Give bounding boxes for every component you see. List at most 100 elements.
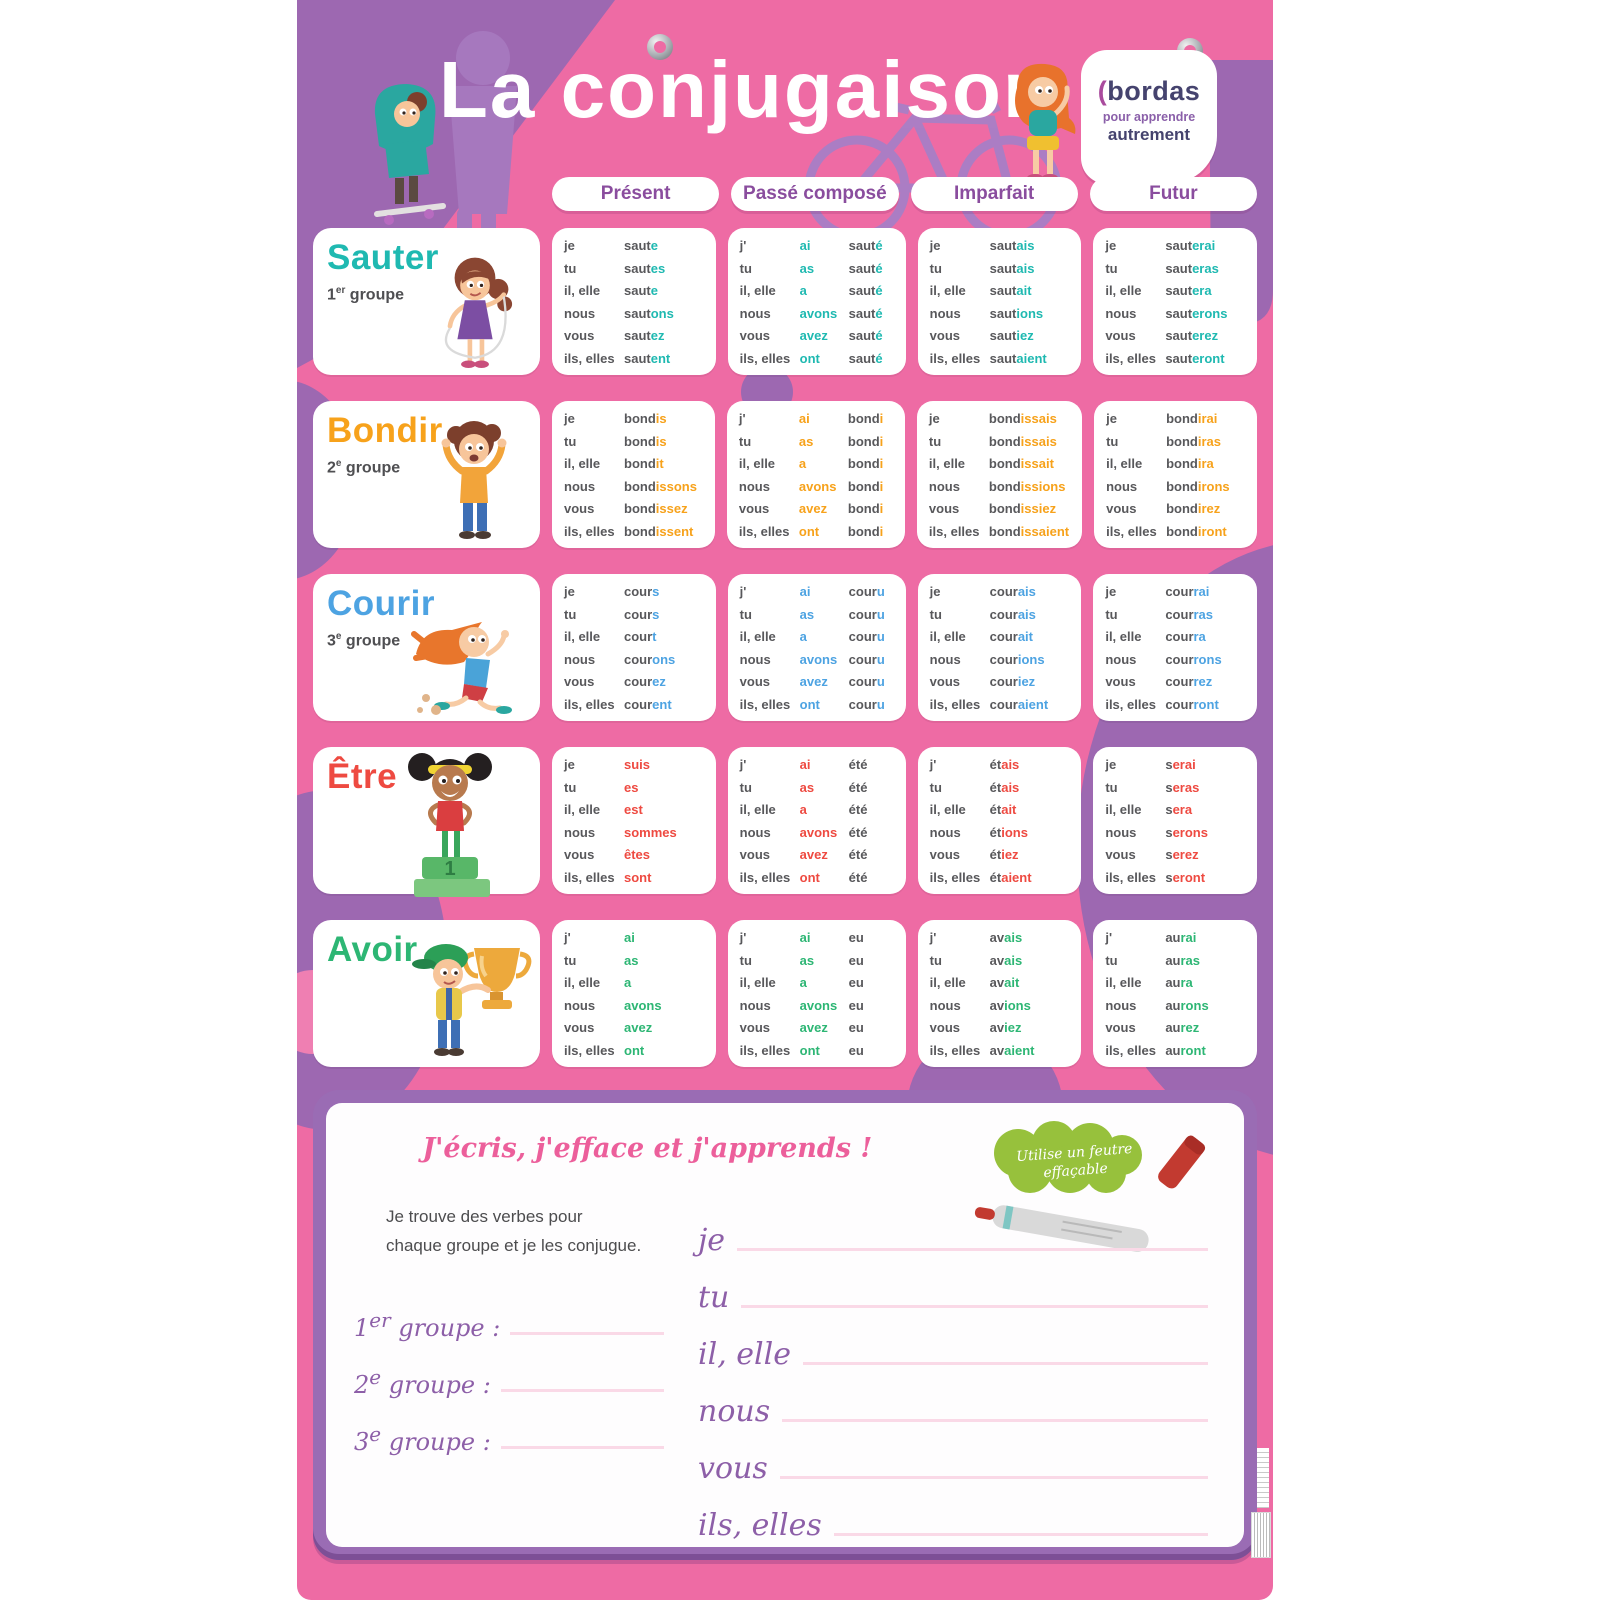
pronoun: il, elle bbox=[1105, 802, 1142, 818]
verb-label-card: Être 1 bbox=[313, 747, 540, 897]
conjugation-line: vous couriez bbox=[930, 675, 1074, 688]
pronoun: tu bbox=[739, 779, 752, 795]
character-sauter-girl bbox=[420, 252, 530, 385]
conjugation-line: ils, elles ont été bbox=[740, 871, 898, 884]
verb-word: sera bbox=[1165, 802, 1193, 818]
verb-word: sautions bbox=[989, 305, 1044, 321]
conjugation-line: tu as bondi bbox=[739, 435, 897, 448]
verb-word: couraient bbox=[989, 696, 1049, 712]
write-line bbox=[500, 1389, 664, 1392]
tense-pill: Présent bbox=[552, 177, 720, 211]
pronoun-cursive: il, elle bbox=[698, 1337, 791, 1372]
verb-word: avons bbox=[798, 478, 837, 494]
verb-word: courais bbox=[989, 584, 1036, 599]
activity-whiteboard: J'écris, j'efface et j'apprends ! bbox=[326, 1103, 1244, 1547]
verb-word: courions bbox=[989, 651, 1045, 667]
verb-word: as bbox=[799, 260, 815, 276]
conjugation-cell: j' avais tu avais il, elle avait nous avions vou… bbox=[917, 920, 1082, 1067]
tense-pill: Imparfait bbox=[910, 177, 1078, 211]
character-bondir-boy bbox=[422, 417, 526, 552]
pronoun: nous bbox=[739, 651, 771, 667]
pronoun: tu bbox=[1105, 260, 1118, 276]
verb-word: a bbox=[624, 975, 632, 991]
verb-word: bondiras bbox=[1166, 433, 1221, 449]
conjugation-line: ils, elles ont bbox=[564, 1044, 708, 1057]
tense-pill: Passé composé bbox=[731, 177, 899, 211]
pronoun: je bbox=[564, 238, 575, 253]
pronoun: vous bbox=[1105, 1020, 1136, 1036]
activity-title: J'écris, j'efface et j'apprends ! bbox=[422, 1133, 873, 1164]
verb-word: bondiront bbox=[1166, 523, 1227, 539]
pronoun: je bbox=[1105, 584, 1117, 599]
pronoun: vous bbox=[739, 674, 770, 690]
verb-word: sautes bbox=[624, 260, 666, 276]
conjugation-line: ils, elles sont bbox=[564, 871, 708, 884]
verb-word: été bbox=[848, 824, 868, 840]
pronoun: il, elle bbox=[1105, 629, 1142, 645]
verb-word: courras bbox=[1165, 606, 1214, 622]
verb-word: bondissiez bbox=[988, 501, 1057, 517]
verb-word: avions bbox=[989, 997, 1031, 1013]
verb-word: auras bbox=[1165, 952, 1201, 968]
pronoun: ils, elles bbox=[1106, 523, 1157, 539]
bordas-logo: (bordas pour apprendre autrement bbox=[1081, 50, 1217, 184]
conjugation-line: il, elle courra bbox=[1105, 630, 1249, 643]
verb-word: ont bbox=[799, 869, 820, 885]
conjugation-cell: j' aurai tu auras il, elle aura nous aurons vous… bbox=[1093, 920, 1257, 1067]
verb-word: court bbox=[624, 629, 657, 645]
conjugation-line: tu as bbox=[564, 954, 708, 967]
verb-word: avez bbox=[799, 1020, 828, 1036]
conjugation-line: il, elle bondira bbox=[1106, 457, 1249, 470]
pronoun: il, elle bbox=[564, 629, 601, 645]
verb-word: bondira bbox=[1166, 456, 1214, 472]
conjugation-line: il, elle sautait bbox=[930, 284, 1074, 297]
verb-word: avons bbox=[799, 997, 838, 1013]
conjugation-line: il, elle a couru bbox=[740, 630, 898, 643]
conjugation-line: il, elle aura bbox=[1105, 976, 1249, 989]
activity-panel: J'écris, j'efface et j'apprends ! bbox=[313, 1090, 1257, 1560]
verb-word: bondissait bbox=[988, 456, 1054, 472]
pronoun: tu bbox=[929, 952, 942, 968]
conjugation-line: nous sommes bbox=[564, 826, 708, 839]
conjugation-line: il, elle bondit bbox=[564, 457, 707, 470]
pronoun: nous bbox=[1105, 997, 1137, 1013]
marker-cap bbox=[1158, 1135, 1206, 1189]
conjugation-line: tu es bbox=[564, 781, 708, 794]
verb-word: bondi bbox=[847, 501, 884, 517]
pronoun: j' bbox=[929, 757, 937, 772]
bordas-tagline-2: autrement bbox=[1107, 125, 1191, 144]
conjugation-cell: je cours tu cours il, elle court nous courons vo… bbox=[552, 574, 716, 721]
verb-word: avez bbox=[798, 501, 828, 517]
group-prompt-label: 3e groupe : bbox=[354, 1422, 491, 1456]
conjugation-line: je sauterai bbox=[1105, 239, 1249, 252]
pronoun: ils, elles bbox=[1105, 696, 1156, 712]
pronoun: tu bbox=[564, 260, 577, 276]
verb-word: as bbox=[624, 952, 639, 968]
verb-word: ai bbox=[799, 584, 811, 599]
bordas-tagline-1: pour apprendre bbox=[1102, 110, 1196, 124]
verb-word: bondirons bbox=[1166, 478, 1230, 494]
tense-pill: Futur bbox=[1089, 177, 1257, 211]
pronoun: nous bbox=[929, 997, 961, 1013]
conjugation-line: vous êtes bbox=[564, 848, 708, 861]
pronoun: nous bbox=[929, 305, 961, 321]
verb-word: avais bbox=[989, 952, 1023, 968]
verb-word: aura bbox=[1165, 975, 1193, 991]
conjugation-line: il, elle sautera bbox=[1105, 284, 1249, 297]
verb-word: avais bbox=[989, 930, 1023, 945]
verb-word: sautais bbox=[989, 260, 1035, 276]
conjugation-line: ils, elles avaient bbox=[930, 1044, 1074, 1057]
pronoun: nous bbox=[928, 478, 960, 494]
pronoun: il, elle bbox=[929, 629, 966, 645]
verb-word: sauterai bbox=[1165, 238, 1216, 253]
conjugation-line: j' aurai bbox=[1105, 931, 1249, 944]
pronoun: j' bbox=[739, 238, 747, 253]
verb-word: eu bbox=[848, 930, 864, 945]
conjugation-line: je sautais bbox=[930, 239, 1074, 252]
verb-group-label: 2e groupe bbox=[327, 458, 401, 477]
verb-word: été bbox=[848, 757, 868, 772]
verb-word: ont bbox=[799, 1042, 820, 1058]
pronoun-cursive: tu bbox=[698, 1280, 730, 1315]
conjugation-cell: je bondis tu bondis il, elle bondit nous bondis… bbox=[552, 401, 715, 548]
pronoun: il, elle bbox=[1106, 456, 1143, 472]
